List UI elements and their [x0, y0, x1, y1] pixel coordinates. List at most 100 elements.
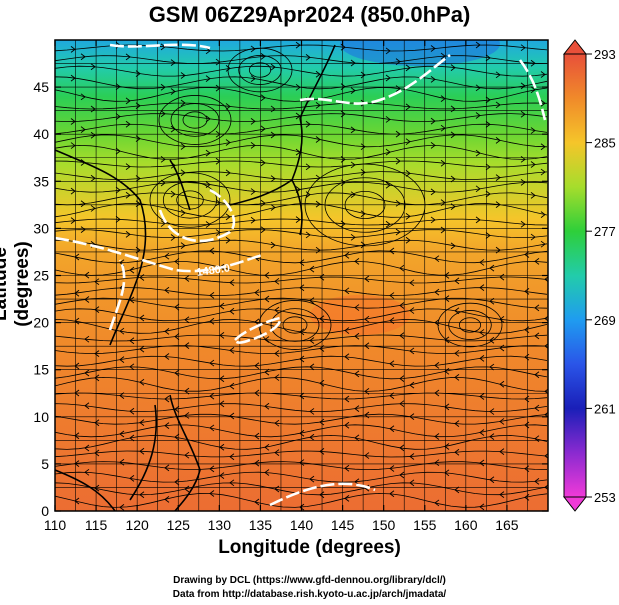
streamline-arrow	[229, 479, 235, 487]
streamline	[55, 192, 548, 206]
streamline-arrow	[205, 221, 211, 228]
streamline-arrow	[485, 163, 491, 171]
y-axis-title: Latitude (degrees)	[0, 241, 33, 327]
streamline-arrow	[350, 191, 356, 199]
streamline-arrow	[534, 478, 540, 485]
streamline	[55, 250, 548, 264]
streamline-arrow	[80, 226, 86, 234]
streamline-arrow	[454, 448, 460, 456]
streamline-arrow	[209, 465, 215, 473]
streamline-arrow	[264, 469, 270, 476]
streamline-arrow	[170, 190, 176, 198]
colorbar-tick-label: 261	[594, 401, 616, 416]
streamline-arrow	[350, 87, 356, 94]
streamline-arrow	[454, 374, 460, 381]
streamline-arrow	[444, 295, 450, 303]
streamline	[55, 403, 548, 413]
streamline-arrow	[409, 307, 415, 314]
streamline	[55, 55, 548, 65]
streamline-arrow	[475, 216, 481, 224]
streamline-arrow	[229, 307, 235, 315]
streamline-arrow	[534, 332, 540, 340]
x-tick-label: 110	[44, 517, 67, 533]
streamline-arrow	[540, 99, 546, 107]
streamline-arrow	[254, 389, 260, 397]
streamline-arrow	[170, 234, 176, 241]
streamline-arrow	[389, 465, 395, 472]
streamline-arrow	[354, 434, 360, 442]
streamline-arrow	[524, 251, 530, 258]
streamline-arrow	[250, 117, 256, 125]
streamline-arrow	[184, 412, 190, 419]
streamline-arrow	[360, 241, 366, 249]
streamline-arrow	[299, 392, 305, 400]
streamline-arrow	[74, 289, 80, 297]
streamline	[55, 461, 548, 471]
streamline-arrow	[405, 64, 411, 72]
streamline-arrow	[489, 297, 495, 305]
streamline-arrow	[264, 271, 270, 279]
streamline-arrow	[434, 288, 440, 296]
streamline-arrow	[274, 350, 280, 357]
streamline-arrow	[475, 185, 481, 193]
streamline-arrow	[430, 216, 436, 224]
streamline-arrow	[319, 345, 325, 352]
streamline-arrow	[254, 362, 260, 370]
streamline-arrow	[440, 199, 446, 206]
x-tick-label: 145	[331, 517, 355, 533]
vortex	[227, 47, 293, 93]
vortex	[162, 181, 218, 219]
streamline-arrow	[264, 336, 270, 343]
streamline-arrow	[444, 272, 450, 279]
streamline-arrow	[94, 278, 100, 286]
vortex	[170, 103, 220, 137]
streamline-arrow	[405, 103, 411, 111]
streamline-arrow	[115, 147, 121, 155]
streamline-arrow	[495, 101, 501, 109]
streamline-arrow	[229, 412, 235, 420]
streamline-arrow	[440, 226, 446, 234]
streamline-arrow	[164, 464, 170, 472]
streamline-arrow	[274, 449, 280, 456]
streamline-arrow	[350, 233, 356, 241]
colorbar-tick-label: 293	[594, 47, 616, 62]
streamline-arrow	[209, 247, 215, 255]
streamline-arrow	[524, 421, 530, 429]
streamline-arrow	[215, 130, 221, 138]
streamline-arrow	[315, 136, 321, 143]
streamline-arrow	[215, 157, 221, 165]
streamline-arrow	[530, 192, 536, 199]
streamline-arrow	[94, 484, 100, 492]
x-axis-title: Longitude (degrees)	[218, 537, 401, 558]
streamline-arrow	[520, 179, 526, 186]
y-tick-label: 40	[33, 126, 49, 142]
streamline-arrow	[229, 453, 235, 461]
streamline-arrow	[74, 497, 80, 505]
streamline-arrow	[319, 315, 325, 323]
streamline-arrow	[84, 369, 90, 377]
vortex	[458, 317, 482, 333]
streamline-arrow	[530, 233, 536, 241]
streamline-arrow	[454, 486, 460, 494]
streamline-arrow	[90, 131, 96, 139]
streamline-arrow	[479, 459, 485, 467]
streamline-arrow	[360, 210, 366, 218]
streamline-arrow	[454, 420, 460, 427]
streamline-arrow	[274, 306, 280, 314]
streamline-arrow	[94, 350, 100, 357]
streamline-arrow	[409, 479, 415, 487]
streamline-arrow	[450, 105, 456, 113]
streamline-arrow	[495, 136, 501, 144]
y-tick-label: 25	[33, 268, 49, 284]
streamline-arrow	[530, 161, 536, 168]
streamline-arrow	[389, 247, 395, 255]
streamline-arrow	[395, 157, 401, 165]
streamline	[55, 376, 548, 392]
streamline	[55, 102, 548, 110]
streamline-arrow	[540, 168, 546, 176]
y-tick-label: 0	[41, 503, 49, 519]
streamline-arrow	[385, 220, 391, 228]
streamline-arrow	[444, 469, 450, 477]
streamline-arrow	[274, 277, 280, 285]
